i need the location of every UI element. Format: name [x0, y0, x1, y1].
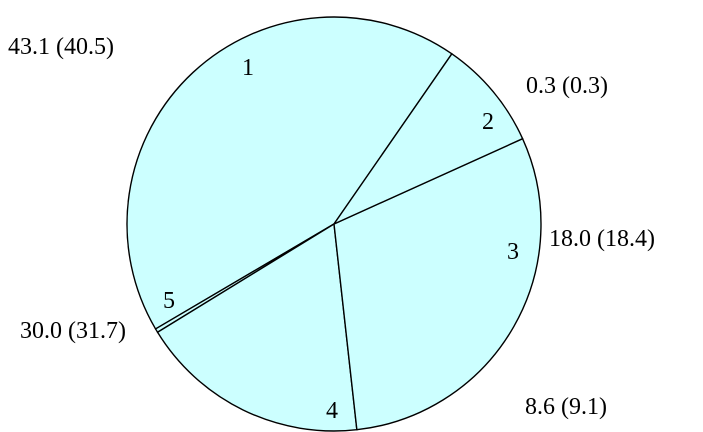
slice-value-label-3: 18.0 (18.4) — [549, 226, 655, 252]
slice-number-4: 4 — [326, 398, 338, 424]
slice-number-3: 3 — [507, 239, 519, 265]
pie-slice-4 — [333, 137, 542, 431]
slice-number-5: 5 — [163, 288, 175, 314]
slice-value-labels: 43.1 (40.5) 0.3 (0.3) 18.0 (18.4) 30.0 (31.… — [8, 34, 655, 420]
slice-number-1: 1 — [242, 55, 254, 81]
pie-slice-1 — [126, 16, 453, 330]
slice-value-label-1: 43.1 (40.5) — [8, 34, 114, 60]
slice-value-label-2: 0.3 (0.3) — [526, 73, 608, 99]
slice-value-label-4: 30.0 (31.7) — [20, 318, 126, 344]
pie-slices — [126, 16, 542, 432]
slice-value-label-5: 8.6 (9.1) — [525, 394, 607, 420]
pie-slice-5 — [331, 52, 524, 226]
slice-number-2: 2 — [482, 109, 494, 135]
pie-slice-3 — [156, 222, 358, 432]
slice-number-labels: 1 2 3 4 5 — [163, 55, 519, 424]
